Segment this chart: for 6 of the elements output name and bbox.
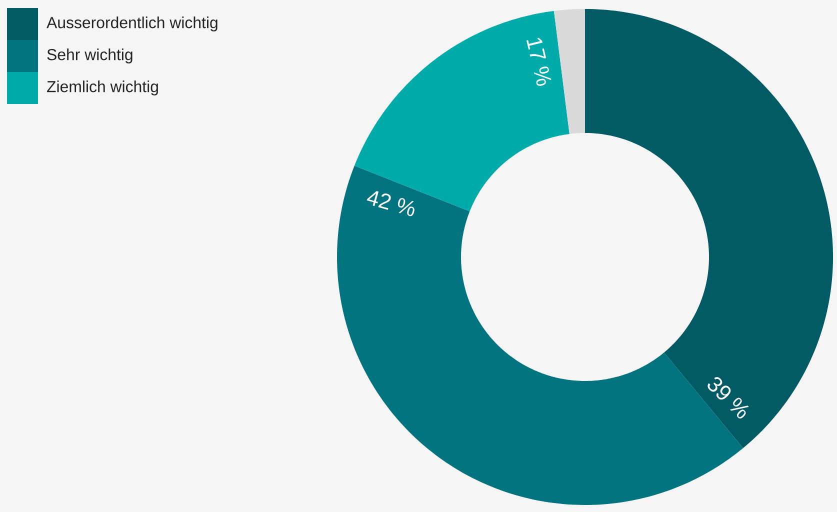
data-label: 42 % xyxy=(366,191,414,216)
legend-label: Ausserordentlich wichtig xyxy=(46,16,218,32)
data-label: 17 % xyxy=(526,38,552,86)
legend-label: Ziemlich wichtig xyxy=(47,80,158,96)
legend-label: Sehr wichtig xyxy=(47,48,132,64)
data-label: 39 % xyxy=(708,377,749,418)
